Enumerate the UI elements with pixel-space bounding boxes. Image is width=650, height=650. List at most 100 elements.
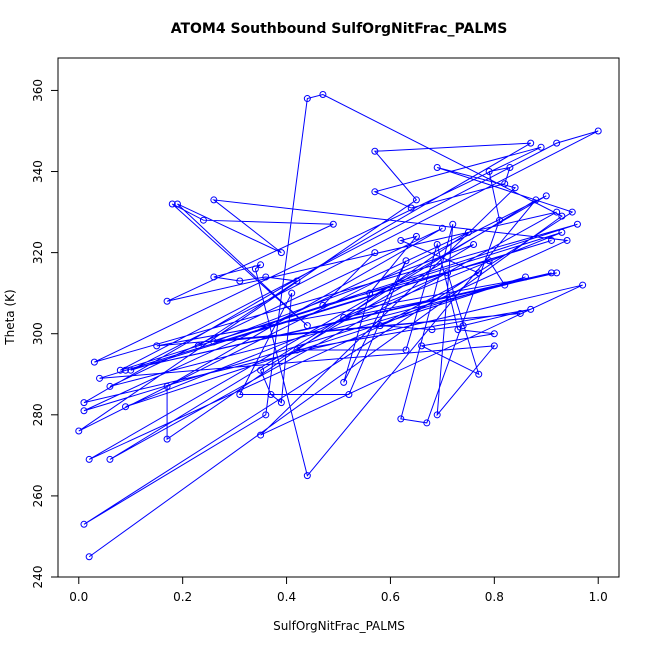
y-tick-label: 320 (31, 241, 45, 264)
data-point (257, 261, 265, 269)
data-point (371, 249, 379, 257)
data-point (277, 249, 285, 257)
data-point (153, 342, 161, 350)
data-point (303, 95, 311, 103)
data-point (303, 472, 311, 480)
data-point (376, 322, 384, 330)
y-tick-label: 280 (31, 403, 45, 426)
x-tick-label: 1.0 (589, 590, 608, 604)
data-point (397, 236, 405, 244)
data-point (579, 281, 587, 289)
data-point (257, 431, 265, 439)
data-point (106, 455, 114, 463)
data-point (236, 277, 244, 285)
data-point (122, 366, 130, 374)
y-tick-label: 300 (31, 322, 45, 345)
plot-frame (57, 57, 620, 578)
x-axis-label: SulfOrgNitFrac_PALMS (273, 619, 405, 633)
data-point (553, 269, 561, 277)
data-point (96, 374, 104, 382)
y-axis-label: Theta (K) (3, 289, 17, 345)
data-point (444, 269, 452, 277)
y-tick-label: 360 (31, 79, 45, 102)
data-point (459, 322, 467, 330)
data-point (501, 180, 509, 188)
data-point (116, 366, 124, 374)
data-point (485, 168, 493, 176)
data-point (397, 415, 405, 423)
y-tick-label: 340 (31, 160, 45, 183)
data-point (433, 411, 441, 419)
data-point (563, 236, 571, 244)
data-line (78, 93, 599, 558)
data-point (262, 411, 270, 419)
data-point (485, 257, 493, 265)
data-point (553, 139, 561, 147)
data-point (423, 419, 431, 427)
data-point (475, 370, 483, 378)
data-point (80, 407, 88, 415)
data-point (464, 228, 472, 236)
x-tick-label: 0.8 (485, 590, 504, 604)
x-tick-label: 0.4 (277, 590, 296, 604)
data-point (542, 192, 550, 200)
data-point (340, 314, 348, 321)
data-point (402, 257, 410, 265)
data-point (80, 520, 88, 528)
data-point (568, 208, 576, 216)
data-point (454, 326, 462, 334)
data-point (168, 200, 176, 208)
data-point (257, 366, 265, 374)
data-point (433, 163, 441, 171)
data-point (553, 208, 561, 216)
data-point (527, 305, 535, 313)
data-point (506, 163, 514, 171)
data-point (438, 224, 446, 232)
data-point (319, 90, 327, 98)
data-point (449, 220, 457, 228)
data-point (490, 342, 498, 350)
data-point (127, 366, 135, 374)
data-point (501, 281, 509, 289)
data-point (262, 273, 270, 281)
data-point (85, 553, 93, 561)
data-point (558, 228, 566, 236)
data-point (412, 232, 420, 240)
data-point (163, 297, 171, 305)
data-point (547, 236, 555, 244)
data-point (547, 269, 555, 277)
data-point (407, 204, 415, 212)
data-point (340, 378, 348, 386)
data-point (537, 143, 545, 151)
data-point (267, 391, 275, 399)
data-point (210, 338, 218, 346)
data-point (251, 265, 259, 273)
data-point (210, 196, 218, 204)
data-point (85, 455, 93, 463)
data-point (329, 220, 337, 228)
x-tick-label: 0.2 (173, 590, 192, 604)
data-point (371, 188, 379, 196)
data-point (516, 309, 524, 317)
data-point (428, 326, 436, 334)
data-point (277, 399, 285, 407)
data-point (496, 216, 504, 224)
data-point (475, 269, 483, 277)
data-point (433, 241, 441, 249)
data-point (532, 196, 540, 204)
y-tick-label: 260 (31, 484, 45, 507)
data-point (573, 220, 581, 228)
data-point (527, 139, 535, 147)
data-point (418, 342, 426, 350)
data-point (303, 322, 311, 330)
y-tick-label: 240 (31, 566, 45, 589)
data-point (210, 273, 218, 281)
data-point (236, 391, 244, 399)
data-point (194, 342, 202, 350)
data-point (288, 289, 296, 297)
data-point (90, 358, 98, 366)
data-point (80, 399, 88, 407)
data-point (163, 382, 171, 390)
data-point (345, 391, 353, 399)
